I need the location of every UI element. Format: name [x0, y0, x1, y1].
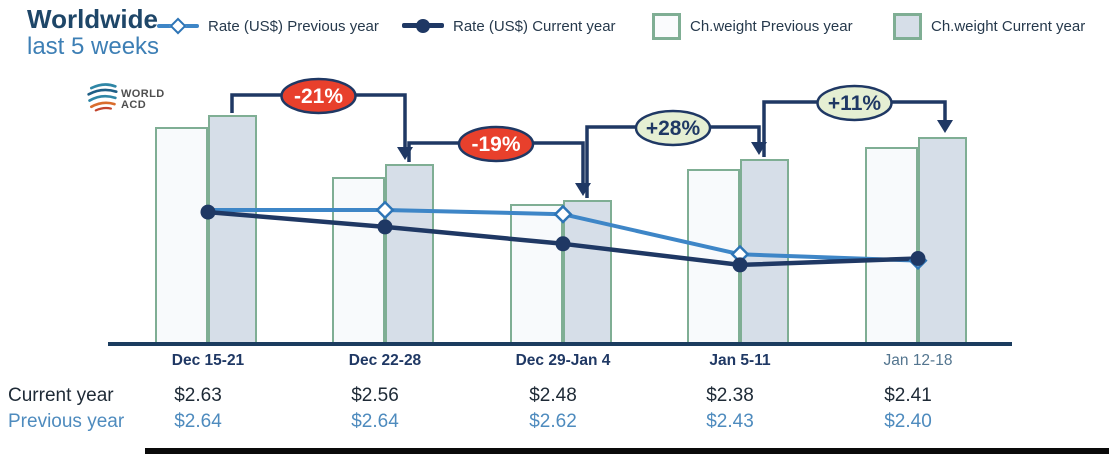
- globe-swoosh-icon: [86, 80, 118, 119]
- table-current-year-value-week-3: $2.48: [529, 385, 577, 406]
- table-current-year-value-week-5: $2.41: [884, 385, 932, 406]
- table-previous-year-value-week-4: $2.43: [706, 411, 754, 432]
- legend-label-rate-previous-year: Rate (US$) Previous year: [208, 17, 379, 35]
- legend-item-chweight-previous-year: Ch.weight Previous year: [652, 12, 853, 40]
- legend-label-chweight-current-year: Ch.weight Current year: [931, 17, 1086, 35]
- table-previous-year-value-week-5: $2.40: [884, 411, 932, 432]
- diamond-marker-week-2: [375, 200, 395, 220]
- annotation-label-2: -19%: [471, 133, 520, 156]
- bar-chweight-previous-week-1: [155, 127, 208, 344]
- x-axis-line: [108, 342, 1012, 346]
- x-axis-label-week-1: Dec 15-21: [171, 352, 245, 369]
- annotation-label-4: +11%: [828, 92, 881, 115]
- legend-item-rate-previous-year: Rate (US$) Previous year: [157, 12, 379, 40]
- x-axis-label-week-4: Jan 5-11: [709, 352, 771, 369]
- diamond-marker-week-3: [553, 204, 573, 224]
- legend-item-chweight-current-year: Ch.weight Current year: [893, 12, 1085, 40]
- bar-chweight-previous-week-3: [510, 204, 563, 344]
- table-previous-year-value-week-1: $2.64: [174, 411, 222, 432]
- annotation-arrowhead-4: [937, 120, 953, 133]
- x-axis-label-week-3: Dec 29-Jan 4: [515, 352, 611, 369]
- world-acd-logo: WORLD ACD: [86, 80, 165, 119]
- table-previous-year-value-week-3: $2.62: [529, 411, 577, 432]
- annotation-bubble-2: [457, 125, 535, 163]
- annotation-bubble-4: [816, 84, 893, 122]
- annotation-bubble-1: [280, 77, 357, 115]
- bar-chweight-previous-week-2: [332, 177, 385, 344]
- logo-line1: WORLD: [121, 87, 165, 100]
- logo-line2: ACD: [121, 98, 147, 111]
- table-current-year-value-week-4: $2.38: [706, 385, 754, 406]
- bottom-border-bar: [145, 448, 1109, 454]
- annotation-label-3: +28%: [646, 117, 701, 140]
- table-row-previous-year: Previous year $2.64 $2.64 $2.62 $2.43 $2.40: [0, 409, 1109, 435]
- table-label-previous-year: Previous year: [8, 411, 125, 432]
- legend-label-chweight-previous-year: Ch.weight Previous year: [690, 17, 853, 35]
- shaded-box-swatch-icon: [893, 12, 922, 40]
- light-box-swatch-icon: [652, 12, 681, 40]
- circle-marker-week-5: [910, 251, 926, 266]
- page-subtitle: last 5 weeks: [27, 33, 160, 60]
- logo-text: WORLD ACD: [121, 87, 165, 111]
- line-circle-swatch-icon: [402, 18, 444, 34]
- table-current-year-value-week-1: $2.63: [174, 385, 222, 406]
- annotation-bubble-3: [634, 109, 712, 147]
- annotation-label-1: -21%: [294, 85, 343, 108]
- circle-marker-week-3: [555, 236, 571, 252]
- line-diamond-swatch-icon: [157, 17, 199, 35]
- circle-marker-week-2: [377, 219, 393, 235]
- x-axis-label-week-5: Jan 12-18: [883, 352, 953, 369]
- bar-chweight-current-week-2: [385, 164, 434, 344]
- bar-chweight-current-week-1: [208, 115, 257, 344]
- bar-chweight-current-week-5: [918, 137, 967, 344]
- diamond-marker-week-4: [730, 244, 750, 264]
- circle-marker-week-1: [200, 204, 216, 220]
- page-title: Worldwide: [27, 4, 158, 34]
- legend-item-rate-current-year: Rate (US$) Current year: [402, 12, 616, 40]
- circle-marker-week-4: [732, 257, 748, 273]
- table-current-year-value-week-2: $2.56: [351, 385, 399, 406]
- table-previous-year-value-week-2: $2.64: [351, 411, 399, 432]
- table-row-current-year: Current year $2.63 $2.56 $2.48 $2.38 $2.41: [0, 383, 1109, 409]
- x-axis-label-week-2: Dec 22-28: [348, 352, 422, 369]
- legend-label-rate-current-year: Rate (US$) Current year: [453, 17, 616, 35]
- table-label-current-year: Current year: [8, 385, 114, 406]
